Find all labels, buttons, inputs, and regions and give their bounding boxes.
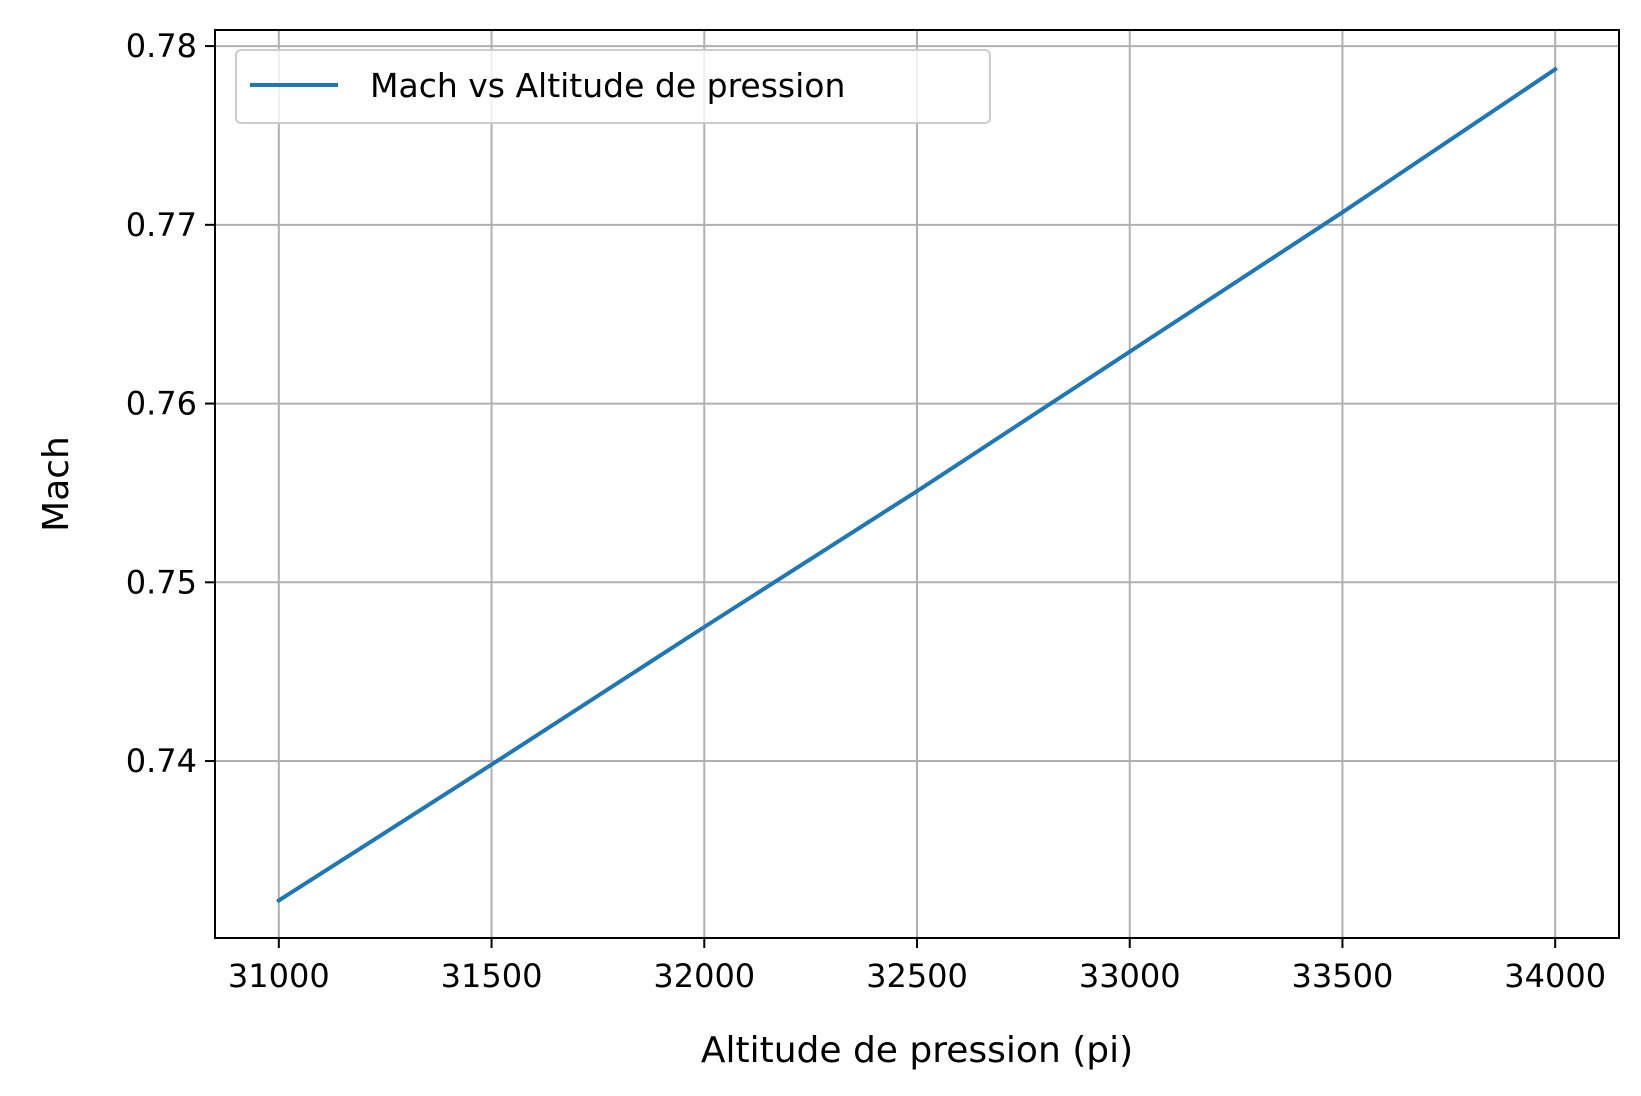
- x-tick-label: 33500: [1292, 957, 1394, 995]
- y-tick-label: 0.75: [126, 563, 197, 601]
- legend-box: [235, 49, 991, 124]
- grid-lines: [215, 30, 1619, 938]
- x-tick-label: 31000: [228, 957, 330, 995]
- x-tick-label: 33000: [1079, 957, 1181, 995]
- x-axis-label: Altitude de pression (pi): [701, 1030, 1133, 1071]
- y-axis-ticks: 0.74 0.75 0.76 0.77 0.78: [126, 27, 215, 780]
- x-axis-ticks: 31000 31500 32000 32500 33000 33500 34000: [228, 938, 1606, 995]
- legend-entry-label: Mach vs Altitude de pression: [370, 66, 845, 105]
- y-tick-label: 0.74: [126, 742, 197, 780]
- y-tick-label: 0.78: [126, 27, 197, 65]
- series-lines: [276, 66, 1558, 904]
- y-axis-label: Mach: [36, 436, 77, 532]
- x-tick-label: 32000: [653, 957, 755, 995]
- x-tick-label: 34000: [1504, 957, 1606, 995]
- x-tick-label: 31500: [441, 957, 543, 995]
- x-tick-label: 32500: [866, 957, 968, 995]
- y-tick-label: 0.76: [126, 385, 197, 423]
- series-line: [276, 66, 1558, 904]
- y-tick-label: 0.77: [126, 206, 197, 244]
- plot-frame: [214, 29, 1620, 939]
- legend: Mach vs Altitude de pression: [235, 49, 991, 124]
